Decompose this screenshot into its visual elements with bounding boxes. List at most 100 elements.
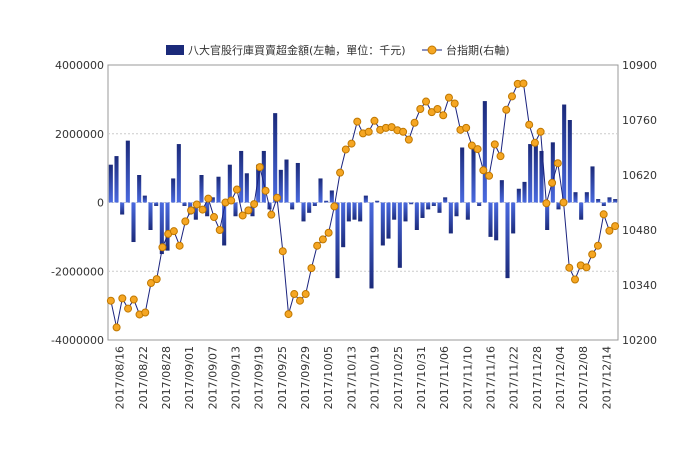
line-point (290, 290, 299, 299)
bar (154, 202, 159, 206)
line-point (467, 141, 476, 150)
line-point (301, 290, 310, 299)
line-point (244, 206, 253, 215)
line-point (313, 241, 322, 250)
bar (244, 173, 249, 203)
line-point (485, 171, 494, 180)
bar (465, 202, 470, 220)
line-point (399, 127, 408, 136)
bar (482, 101, 487, 203)
x-axis-tick-label: 2017/11/22 (508, 346, 521, 409)
line-point (479, 166, 488, 175)
bar (324, 200, 329, 203)
left-axis-tick-label: 2000000 (55, 128, 104, 141)
line-point (507, 92, 516, 101)
line-point (422, 97, 431, 106)
line-point (593, 241, 602, 250)
bar (522, 181, 527, 203)
line-series (106, 79, 620, 332)
bar (165, 202, 170, 251)
bar (431, 202, 436, 206)
bar (137, 175, 142, 203)
bar (477, 202, 482, 206)
bar (414, 202, 419, 230)
x-axis-tick-label: 2017/09/13 (230, 346, 243, 409)
line-point (227, 196, 236, 205)
bar (176, 144, 181, 203)
line-point (599, 210, 608, 219)
line-point (473, 145, 482, 154)
bar (386, 202, 391, 239)
bar (471, 147, 476, 203)
bar (148, 202, 153, 230)
legend-line-marker (427, 45, 437, 55)
line-point (444, 93, 453, 102)
bar (550, 142, 555, 203)
bar (239, 150, 244, 203)
bar (358, 202, 363, 222)
bar (380, 202, 385, 246)
bar (205, 202, 210, 217)
x-axis-tick-label: 2017/10/05 (322, 346, 335, 409)
bar (318, 178, 323, 203)
line-point (341, 145, 350, 154)
line-point (582, 263, 591, 272)
right-axis-tick-label: 10200 (622, 334, 657, 347)
line-point (364, 127, 373, 136)
bar (335, 202, 340, 279)
left-axis: 4000000 2000000 0 -2000000 -4000000 (51, 59, 104, 347)
bar (210, 197, 215, 203)
bar (193, 202, 198, 220)
line-point (295, 296, 304, 305)
bar (114, 156, 119, 203)
line-point (192, 200, 201, 209)
bar (454, 202, 459, 217)
line-point (124, 304, 133, 313)
bar (352, 202, 357, 220)
x-axis: 2017/08/16 2017/08/22 2017/08/28 2017/09/01… (114, 346, 614, 409)
line-point (542, 199, 551, 208)
bar (573, 192, 578, 203)
bar (120, 202, 125, 215)
x-axis-tick-label: 2017/10/31 (415, 346, 428, 409)
line-point (261, 186, 270, 195)
line-point (238, 211, 247, 220)
bar (613, 199, 618, 203)
bar (567, 120, 572, 203)
bar (590, 166, 595, 203)
bar (528, 144, 533, 203)
legend: 八大官股行庫買賣超金額(左軸，單位：千元) 台指期(右軸) (166, 43, 510, 57)
right-axis-tick-label: 10620 (622, 169, 657, 182)
right-axis-tick-label: 10340 (622, 279, 657, 292)
bar (346, 202, 351, 222)
line-point (462, 123, 471, 132)
line-point (502, 105, 511, 114)
line-point (571, 275, 580, 284)
bar (284, 159, 289, 203)
bar (397, 202, 402, 268)
bar (273, 113, 278, 203)
line-point (255, 163, 264, 172)
right-axis: 10900 10760 10620 10480 10340 10200 (622, 59, 657, 347)
line-point (588, 250, 597, 259)
x-axis-tick-label: 2017/12/08 (577, 346, 590, 409)
bar (409, 202, 414, 205)
line-point (416, 105, 425, 113)
bar (278, 169, 283, 203)
line-point (284, 310, 293, 319)
bar (579, 202, 584, 220)
bar (584, 192, 589, 203)
line-point (530, 138, 539, 147)
x-axis-tick-label: 2017/11/28 (531, 346, 544, 409)
line-point (152, 275, 161, 284)
x-axis-tick-label: 2017/10/19 (369, 346, 382, 409)
x-axis-tick-label: 2017/08/22 (137, 346, 150, 409)
legend-bar-label: 八大官股行庫買賣超金額(左軸，單位：千元) (188, 43, 406, 57)
bar (420, 202, 425, 218)
bar (375, 200, 380, 203)
right-axis-tick-label: 10480 (622, 224, 657, 237)
line-point (198, 205, 207, 214)
bar (159, 202, 164, 255)
gridlines (107, 64, 619, 341)
